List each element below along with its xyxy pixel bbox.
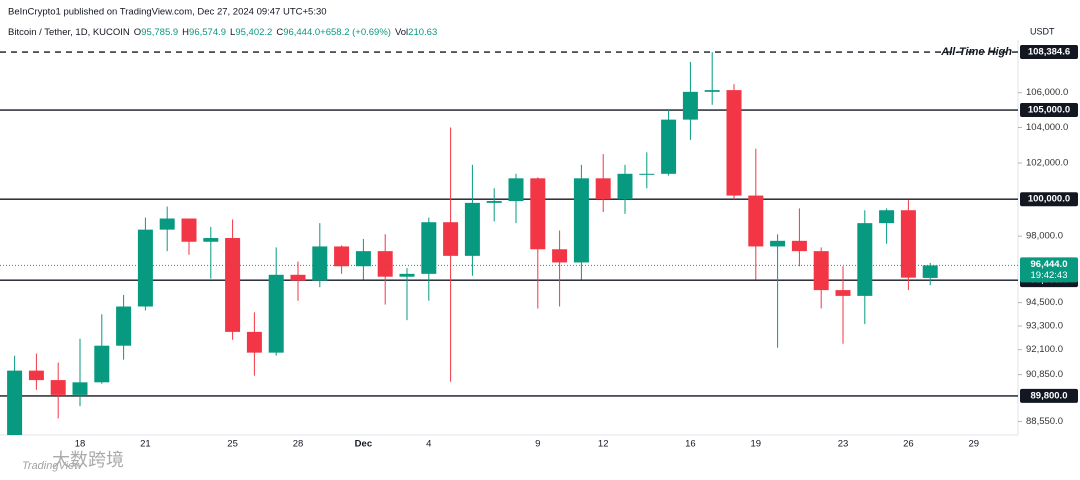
x-tick-label: 23: [838, 439, 849, 450]
candle-body: [900, 210, 916, 278]
candle-body: [116, 306, 132, 346]
candle-body: [835, 290, 851, 296]
countdown: 19:42:43: [1031, 270, 1068, 281]
y-tick-label: 104,000.0: [1026, 122, 1068, 133]
status-value: +658.2 (+0.69%): [320, 27, 391, 38]
plot-area: [0, 51, 1018, 435]
candle-body: [421, 222, 437, 274]
candle-body: [770, 240, 786, 247]
watermark-text: TradingView: [22, 460, 83, 472]
watermark: TradingView 大数跨境: [22, 450, 124, 472]
candle-body: [704, 90, 720, 92]
level-label: 105,000.0: [1028, 105, 1070, 116]
candle-body: [682, 91, 698, 120]
x-tick-label: 9: [535, 439, 540, 450]
candle-body: [137, 229, 153, 307]
candle-body: [639, 173, 655, 175]
level-label: 100,000.0: [1028, 194, 1070, 205]
candle-body: [159, 218, 175, 230]
candle-body: [443, 222, 459, 256]
candle-body: [28, 370, 44, 381]
watermark-text: 大数跨境: [52, 450, 124, 470]
candle-body: [617, 173, 633, 200]
level-label: 89,800.0: [1031, 390, 1068, 401]
candle-body: [334, 246, 350, 267]
candle-body: [595, 178, 611, 200]
x-tick-label: 25: [227, 439, 238, 450]
candle-body: [857, 223, 873, 296]
candle-body: [726, 90, 742, 196]
candle-body: [573, 178, 589, 263]
y-unit: USDT: [1030, 26, 1055, 36]
status-value: 95,785.9: [141, 27, 178, 38]
y-tick-label: 93,300.0: [1026, 321, 1063, 332]
status-value: 96,574.9: [189, 27, 226, 38]
candle-body: [7, 370, 23, 435]
symbol: Bitcoin / Tether, 1D, KUCOIN: [8, 27, 130, 38]
candle-body: [203, 238, 219, 242]
y-tick-label: 88,550.0: [1026, 416, 1063, 427]
candle-body: [552, 249, 568, 263]
candle-body: [377, 251, 393, 277]
candle-body: [72, 382, 88, 395]
level-label-box: [1020, 192, 1078, 207]
header: BeInCrypto1 published on TradingView.com…: [8, 7, 327, 18]
status-value: 96,444.0: [283, 27, 320, 38]
y-tick-label: 106,000.0: [1026, 87, 1068, 98]
x-tick-label: 28: [293, 439, 304, 450]
y-tick-label: 98,000.0: [1026, 231, 1063, 242]
candle-body: [399, 273, 415, 277]
candle-body: [312, 246, 328, 281]
candle-body: [813, 251, 829, 291]
status-value: 95,402.2: [235, 27, 272, 38]
status-label: Vol: [395, 27, 408, 38]
x-tick-label: 4: [426, 439, 431, 450]
level-label-box: [1020, 45, 1078, 60]
status-value: 210.63: [408, 27, 437, 38]
level-label-box: [1020, 388, 1078, 403]
candle-body: [355, 251, 371, 267]
candle-body: [661, 119, 677, 174]
annotation: All-Time High: [940, 46, 1012, 58]
x-tick-label: 21: [140, 439, 151, 450]
y-tick-label: 94,500.0: [1026, 297, 1063, 308]
last-price-label: 96,444.0: [1031, 259, 1068, 270]
x-tick-label: 18: [75, 439, 86, 450]
candle-body: [181, 218, 197, 242]
status-label: O: [134, 27, 141, 38]
candle-body: [50, 380, 66, 395]
status-label: H: [182, 27, 189, 38]
x-tick-label: 16: [685, 439, 696, 450]
x-tick-label: 12: [598, 439, 609, 450]
level-label-box: [1020, 103, 1078, 118]
x-tick-label: 29: [969, 439, 980, 450]
candle-body: [225, 238, 241, 332]
candle-body: [922, 265, 938, 278]
x-tick-label: 26: [903, 439, 914, 450]
y-tick-label: 90,850.0: [1026, 369, 1063, 380]
last-price-box: [1020, 257, 1078, 283]
candle-body: [791, 240, 807, 252]
candle-body: [530, 178, 546, 250]
y-tick-label: 102,000.0: [1026, 158, 1068, 169]
x-tick-label: Dec: [355, 439, 372, 450]
status-line: Bitcoin / Tether, 1D, KUCOIN O95,785.9 H96…: [8, 27, 437, 38]
candle-body: [879, 210, 895, 224]
candle-body: [94, 345, 110, 383]
candle-body: [486, 201, 502, 203]
status-label: C: [276, 27, 283, 38]
candle-body: [508, 178, 524, 202]
level-label: 108,384.6: [1028, 47, 1070, 58]
candle-body: [268, 274, 284, 353]
status-label: L: [230, 27, 235, 38]
candle-body: [246, 331, 262, 353]
x-tick-label: 19: [751, 439, 762, 450]
candle-body: [290, 274, 306, 281]
y-tick-label: 92,100.0: [1026, 344, 1063, 355]
candle-body: [464, 202, 480, 256]
candle-body: [748, 195, 764, 247]
